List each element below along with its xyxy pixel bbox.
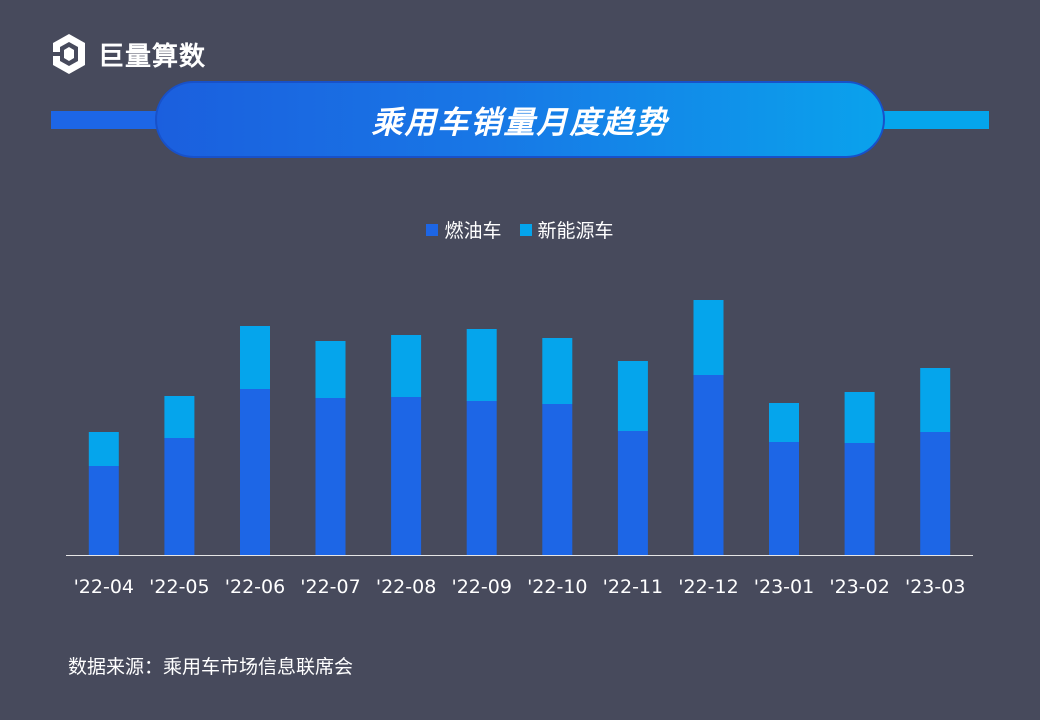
legend-item-fuel: 燃油车 <box>426 216 502 243</box>
bar-fuel-3 <box>315 398 346 555</box>
bar-nev-7 <box>617 361 648 431</box>
legend-swatch-fuel <box>426 223 439 236</box>
chart-title: 乘用车销量月度趋势 <box>371 105 669 141</box>
bar-fuel-6 <box>542 404 573 555</box>
bar-fuel-5 <box>466 401 497 555</box>
bar-nev-8 <box>693 300 724 375</box>
x-tick-label: '22-06 <box>225 576 285 598</box>
x-tick-label: '23-01 <box>754 576 814 598</box>
x-tick-label: '22-12 <box>678 576 738 598</box>
bar-nev-6 <box>542 338 573 404</box>
chart-legend: 燃油车 新能源车 <box>0 216 1040 243</box>
bar-nev-10 <box>844 392 875 443</box>
legend-item-nev: 新能源车 <box>519 216 614 243</box>
title-banner: 乘用车销量月度趋势 <box>155 81 885 158</box>
brand-logo: 巨量算数 <box>50 32 206 76</box>
x-tick-label: '22-07 <box>300 576 360 598</box>
bar-fuel-4 <box>391 397 422 555</box>
banner-line-right <box>878 111 989 129</box>
bar-nev-11 <box>920 368 951 432</box>
brand-name: 巨量算数 <box>98 41 207 72</box>
x-tick-label: '22-04 <box>74 576 134 598</box>
bar-nev-9 <box>769 403 799 442</box>
bar-fuel-0 <box>88 466 119 555</box>
bar-nev-3 <box>315 341 346 398</box>
bar-nev-1 <box>164 396 195 438</box>
legend-label-nev: 新能源车 <box>537 220 614 242</box>
bar-nev-4 <box>391 335 422 397</box>
x-tick-label: '22-05 <box>149 576 209 598</box>
bar-nev-5 <box>466 329 497 401</box>
bar-fuel-2 <box>240 389 270 555</box>
bar-fuel-7 <box>617 431 648 555</box>
stacked-bar-chart: '22-04 '22-05 '22-06 '22-07 '22-08 '22-09 '22-… <box>66 300 973 598</box>
legend-swatch-nev <box>519 223 532 236</box>
x-tick-label: '22-08 <box>376 576 436 598</box>
bar-fuel-11 <box>920 432 951 555</box>
x-tick-label: '22-11 <box>603 576 663 598</box>
bar-fuel-1 <box>164 438 195 555</box>
x-tick-label: '22-10 <box>527 576 587 598</box>
banner-line-left <box>51 111 163 129</box>
bar-nev-2 <box>240 326 270 389</box>
x-tick-label: '22-09 <box>451 576 511 598</box>
bar-fuel-9 <box>769 442 799 555</box>
brand-hexagon-icon <box>53 34 85 74</box>
legend-label-fuel: 燃油车 <box>444 220 502 242</box>
bar-nev-0 <box>88 432 119 466</box>
data-source-note: 数据来源：乘用车市场信息联席会 <box>68 656 354 678</box>
bar-fuel-10 <box>844 443 875 555</box>
x-tick-label: '23-03 <box>905 576 965 598</box>
bar-fuel-8 <box>693 375 724 555</box>
x-tick-label: '23-02 <box>829 576 889 598</box>
